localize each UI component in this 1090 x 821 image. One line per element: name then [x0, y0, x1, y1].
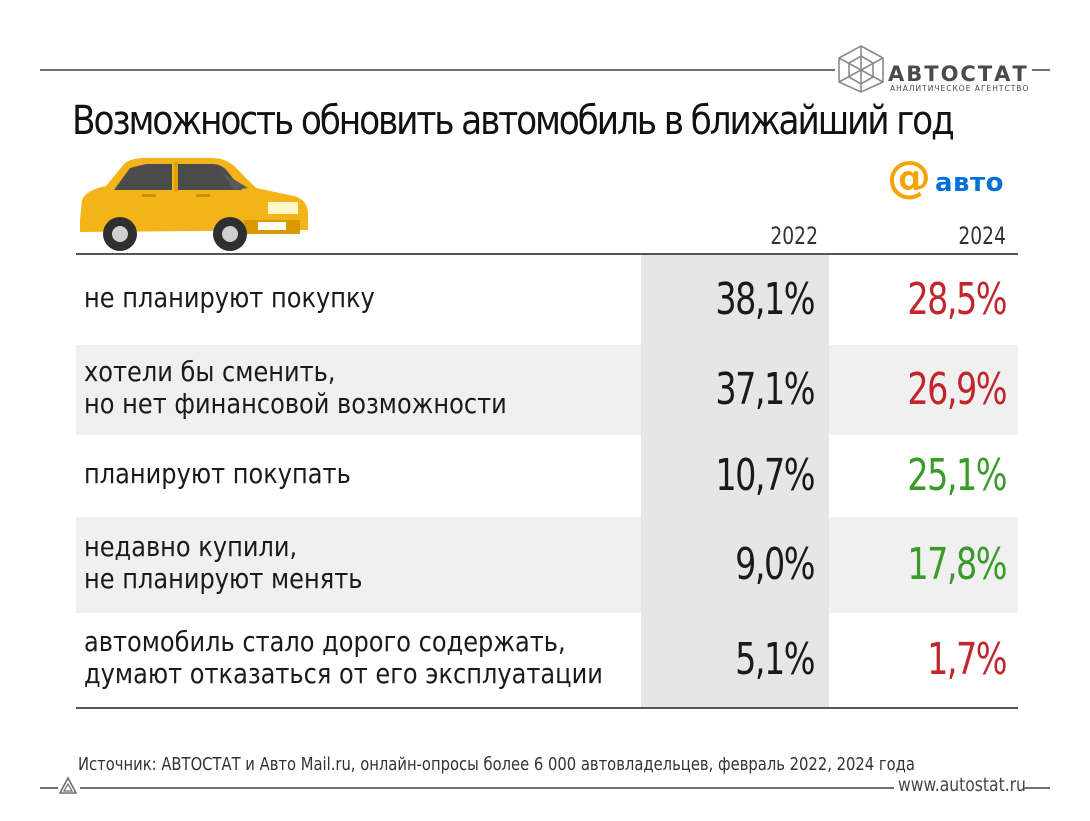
mail-avto-logo: @ авто — [887, 156, 1027, 206]
table-row-background — [76, 517, 1018, 613]
footer-rule — [80, 787, 894, 789]
source-note: Источник: АВТОСТАТ и Авто Mail.ru, онлай… — [78, 754, 915, 775]
table-row: хотели бы сменить, но нет финансовой возм… — [76, 345, 1018, 435]
autostat-logo-subtitle: АНАЛИТИЧЕСКОЕ АГЕНТСТВО — [890, 84, 1030, 93]
value-2024: 1,7% — [927, 634, 1007, 685]
autostat-logo-name: АВТОСТАТ — [888, 62, 1029, 86]
yellow-car-icon — [80, 158, 308, 251]
column-header-2024: 2024 — [958, 222, 1006, 250]
value-2024: 26,9% — [907, 364, 1007, 415]
value-2024: 28,5% — [907, 274, 1007, 325]
row-label-line: недавно купили, — [84, 530, 298, 563]
table-row: автомобиль стало дорого содержать, думают… — [76, 613, 1018, 707]
table-row: недавно купили, не планируют менять 9,0% 17… — [76, 517, 1018, 613]
row-label: не планируют покупку — [84, 282, 375, 314]
website-url: www.autostat.ru — [898, 774, 1026, 796]
row-label: недавно купили, не планируют менять — [84, 531, 362, 595]
row-label: планируют покупать — [84, 458, 351, 490]
table-row: не планируют покупку 38,1% 28,5% — [76, 255, 1018, 345]
value-2024: 17,8% — [907, 539, 1007, 590]
row-label-line: автомобиль стало дорого содержать, — [84, 625, 566, 658]
top-rule-right — [1032, 69, 1050, 71]
row-label-line: думают отказаться от его эксплуатации — [84, 657, 603, 690]
autostat-logo: АВТОСТАТ АНАЛИТИЧЕСКОЕ АГЕНТСТВО — [836, 44, 1032, 96]
row-label-line: не планируют менять — [84, 562, 363, 595]
table-bottom-rule — [76, 707, 1018, 709]
mail-avto-logo-text: авто — [935, 168, 1004, 198]
footer-rule-left — [40, 787, 58, 789]
row-label-line: хотели бы сменить, — [84, 355, 336, 388]
row-label-line: но нет финансовой возможности — [84, 387, 507, 420]
row-label-line: не планируют покупку — [84, 281, 375, 314]
row-label-line: планируют покупать — [84, 457, 351, 490]
autostat-logo-icon — [838, 45, 884, 93]
value-2022: 10,7% — [715, 450, 815, 501]
mail-at-icon: @ — [887, 152, 931, 203]
footer-rule-right — [1024, 787, 1050, 789]
value-2022: 9,0% — [735, 539, 815, 590]
chart-title: Возможность обновить автомобиль в ближай… — [72, 98, 955, 144]
table-row-background — [76, 345, 1018, 435]
row-label: хотели бы сменить, но нет финансовой возм… — [84, 356, 507, 420]
column-2022-highlight — [641, 255, 829, 708]
triangle-icon — [58, 776, 78, 794]
value-2022: 37,1% — [715, 364, 815, 415]
value-2022: 5,1% — [735, 634, 815, 685]
value-2024: 25,1% — [907, 450, 1007, 501]
value-2022: 38,1% — [715, 274, 815, 325]
row-label: автомобиль стало дорого содержать, думают… — [84, 626, 603, 690]
top-rule — [40, 69, 835, 71]
column-header-2022: 2022 — [770, 222, 818, 250]
header-rule — [76, 253, 1018, 255]
table-row: планируют покупать 10,7% 25,1% — [76, 435, 1018, 517]
